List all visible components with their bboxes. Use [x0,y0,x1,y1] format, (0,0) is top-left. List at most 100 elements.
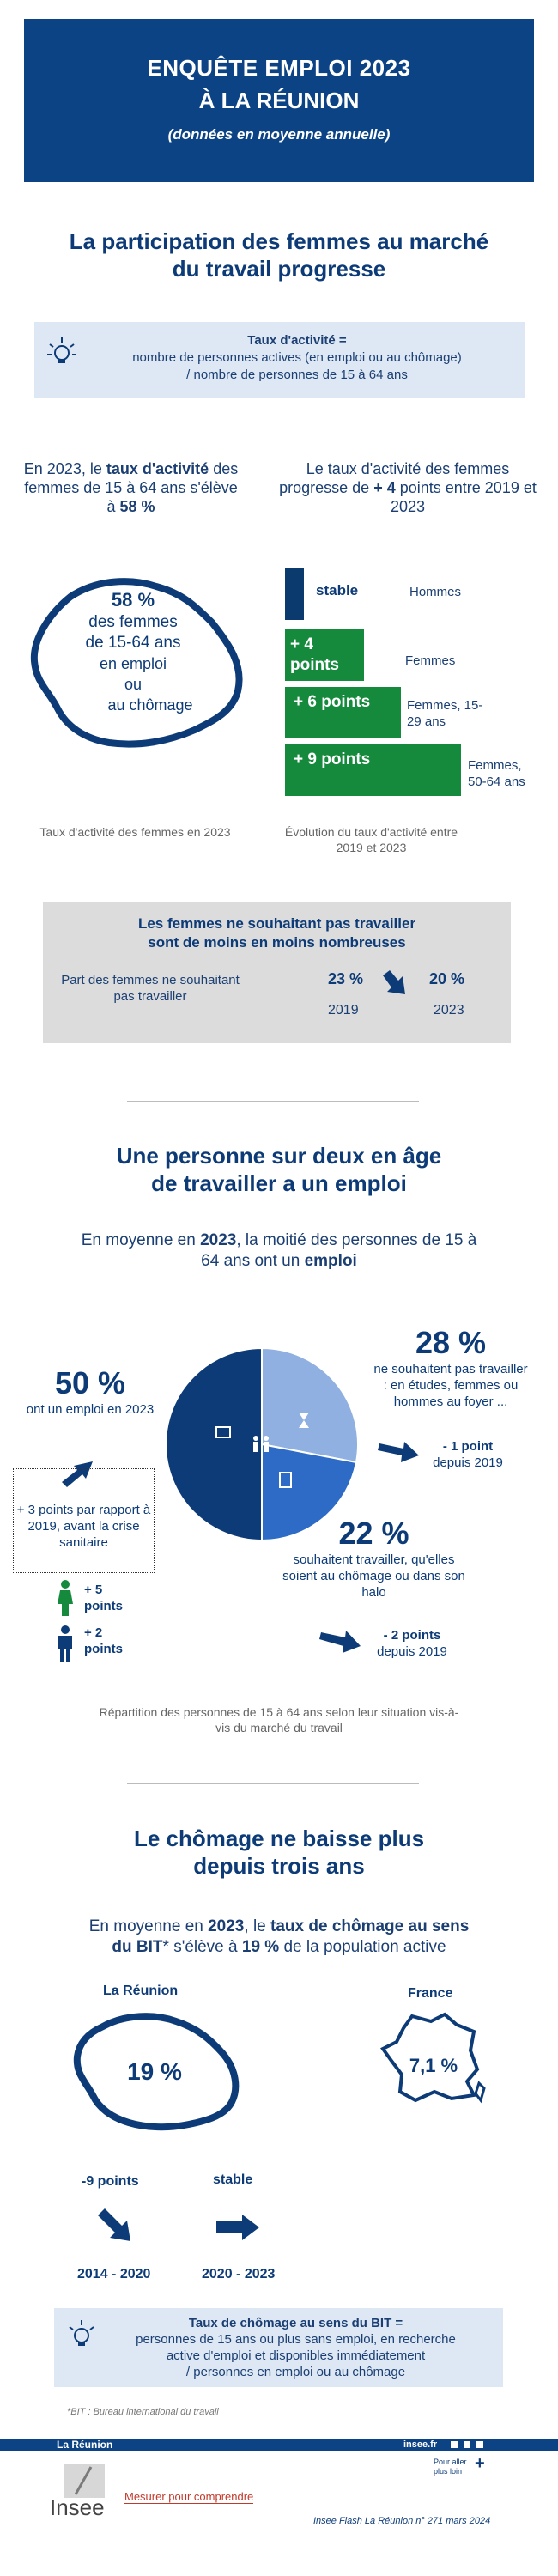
definition-title: Taux d'activité = [247,333,347,348]
text-part: * s'élève à [162,1938,242,1956]
section2-title: Une personne sur deux en âge de travaill… [0,1142,558,1197]
employment-change-text: + 3 points par rapport à 2019, avant la … [16,1503,151,1550]
france-map-outline [380,2012,486,2104]
insee-logo: Insee [50,2494,105,2520]
section1-title-line1: La participation des femmes au marché [69,228,489,254]
footer-site-link[interactable]: insee.fr [403,2439,438,2450]
halo-change-since: depuis 2019 [377,1644,447,1659]
inactive-stat: 28 % ne souhaitent pas travailler : en é… [373,1325,528,1410]
footer-region: La Réunion [57,2439,113,2451]
year-2023: 2023 [434,1003,464,1018]
period-2020-2023: 2020 - 2023 [202,2267,276,2281]
text-part: points entre 2019 et 2023 [390,479,537,515]
unemployment-definition-line1: personnes de 15 ans ou plus sans emploi,… [136,2332,456,2347]
arrow-down-right-icon [378,1442,419,1462]
reunion-label: La Réunion [103,1984,179,1998]
definition-line2: / nombre de personnes de 15 à 64 ans [186,368,408,382]
text-part: des femmes de 15 à 64 ans s'élève à [24,460,239,515]
hourglass-icon [299,1413,309,1428]
plus-icon[interactable]: + [475,2454,485,2473]
bar-femmes-15-29: + 6 points [285,687,401,738]
text-part: taux de chômage au sens du BIT [112,1917,470,1956]
header-title-line2: À LA RÉUNION [198,88,360,113]
unemployment-definition-line3: / personnes en emploi ou au chômage [185,2365,406,2379]
insee-tagline: Mesurer pour comprendre [124,2490,254,2504]
woman-points: + 5 points [84,1583,123,1613]
text-part: taux d'activité [106,460,209,477]
lightbulb-icon [69,2320,94,2346]
header-banner: ENQUÊTE EMPLOI 2023 À LA RÉUNION (donnée… [24,19,534,182]
inactive-value: 28 % [415,1325,487,1360]
people-icon [253,1436,269,1452]
value-2019: 23 % [328,970,364,987]
caption-pie: Répartition des personnes de 15 à 64 ans… [99,1705,459,1735]
year-2019: 2019 [328,1003,359,1018]
text-part: En moyenne en [88,1917,209,1935]
section3-intro: En moyenne en 2023, le taux de chômage a… [77,1917,481,1958]
text-part: 58 % [119,498,155,515]
reunion-map-outline [73,2013,240,2131]
halo-text: souhaitent travailler, qu'elles soient a… [282,1552,465,1600]
bar-hommes-value: stable [316,582,359,598]
text-part: Le taux d'activité des femmes progresse … [279,460,510,496]
women-activity-rate-text: En 2023, le taux d'activité des femmes d… [21,459,240,516]
section1-title: La participation des femmes au marché du… [0,228,558,283]
inactive-text: ne souhaitent pas travailler : en études… [373,1362,528,1409]
text-part: emploi [304,1252,357,1270]
unemployment-definition-title: Taux de chômage au sens du BIT = [188,2316,403,2330]
caption-activity-evolution: Évolution du taux d'activité entre 2019 … [284,825,458,854]
grey-box-title-line1: Les femmes ne souhaitant pas travailler [137,915,416,932]
activity-rate-definition-box: Taux d'activité = nombre de personnes ac… [34,322,525,398]
text-part: En 2023, le [23,460,106,477]
document-icon [279,1472,292,1488]
map-line4: ou [124,676,143,693]
employment-text: ont un emploi en 2023 [26,1402,155,1417]
france-value: 7,1 % [409,2055,458,2076]
footer-bar: La Réunion insee.fr [0,2439,558,2451]
arrow-down-right-icon [383,970,405,994]
text-part: 19 % [241,1938,280,1956]
laptop-icon [215,1426,231,1438]
unemployment-definition-box: Taux de chômage au sens du BIT = personn… [54,2308,503,2387]
man-icon [58,1625,72,1662]
reunion-map-outline [30,578,243,748]
non-willing-women-box: Les femmes ne souhaitant pas travailler … [43,902,511,1043]
map-line3: en emploi [99,655,167,672]
bar-hommes-label: Hommes [409,585,462,599]
bar-hommes [285,568,304,620]
text-part: + 4 [373,479,396,496]
halo-value: 22 % [338,1516,409,1551]
youtube-icon[interactable] [464,2441,470,2448]
text-part: En moyenne en [81,1231,201,1249]
bar-femmes: + 4 points [285,629,364,681]
header-subtitle: (données en moyenne annuelle) [167,126,391,143]
map-line5: au chômage [107,696,193,714]
footer-more-link[interactable]: Pour aller plus loin [434,2458,467,2476]
arrow-up-right-icon [62,1461,93,1487]
bar-femmes-15-29-label: Femmes, 15-29 ans [407,698,483,729]
text-part: 2023 [200,1231,237,1249]
arrow-right-icon [216,2215,259,2240]
text-part: , le [244,1917,271,1935]
halo-change-value: - 2 points [383,1628,441,1643]
section1-title-line2: du travail progresse [172,256,386,282]
publication-reference: Insee Flash La Réunion n° 271 mars 2024 [313,2516,491,2526]
section3-title: Le chômage ne baisse plus depuis trois a… [0,1825,558,1880]
twitter-icon[interactable] [451,2441,458,2448]
arrow-down-right-icon [98,2208,130,2241]
period-2014-2020: 2014 - 2020 [77,2267,151,2281]
email-icon[interactable] [476,2441,483,2448]
employment-value: 50 % [54,1365,126,1400]
section2-intro: En moyenne en 2023, la moitié des person… [77,1230,481,1272]
section3-title-line1: Le chômage ne baisse plus [133,1826,425,1851]
lightbulb-icon [47,337,76,363]
change-2020-2023: stable [213,2172,253,2187]
france-label: France [408,1986,453,2001]
header-title-line1: ENQUÊTE EMPLOI 2023 [147,55,411,81]
woman-icon [58,1580,73,1616]
grey-box-title-line2: sont de moins en moins nombreuses [148,934,406,951]
unemployment-definition-line2: active d'emploi et disponibles immédiate… [166,2348,426,2363]
map-line2: de 15-64 ans [85,634,181,652]
inactive-change: - 1 point depuis 2019 [421,1438,515,1471]
grey-box-label: Part des femmes ne souhaitant pas travai… [61,973,240,1004]
